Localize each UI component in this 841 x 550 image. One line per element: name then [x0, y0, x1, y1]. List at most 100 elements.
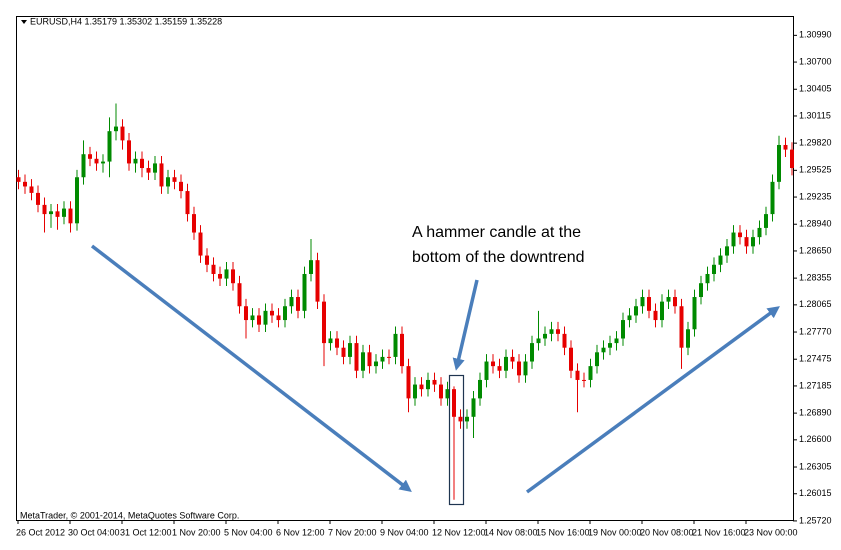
candle-body	[621, 320, 625, 339]
candle-body	[107, 131, 112, 162]
candle-body	[725, 246, 729, 256]
candle-body	[335, 338, 339, 348]
candle-body	[478, 379, 482, 399]
candle-body	[23, 181, 27, 187]
candle-body	[400, 333, 404, 367]
candle-body	[270, 310, 274, 316]
y-tick-label: 1.28940	[799, 219, 832, 229]
candle-body	[29, 186, 34, 193]
candle-body	[562, 333, 567, 348]
candle-body	[361, 352, 365, 371]
y-tick-label: 1.27770	[799, 326, 832, 336]
candle-body	[783, 144, 788, 150]
y-tick-label: 1.28650	[799, 245, 832, 255]
candle-body	[445, 389, 450, 399]
candle-body	[88, 154, 92, 159]
candle-body	[523, 361, 528, 376]
candle-body	[393, 333, 398, 357]
candle-body	[68, 208, 73, 224]
candle-body	[36, 192, 40, 205]
candle-body	[296, 297, 300, 311]
candle-body	[510, 356, 515, 362]
candle-body	[244, 306, 248, 321]
candle-body	[179, 181, 183, 192]
x-tick-label: 14 Nov 08:00	[484, 527, 538, 537]
y-tick-label: 1.29235	[799, 191, 832, 201]
candle-body	[16, 177, 21, 182]
candle-body	[634, 306, 638, 316]
candle-body	[731, 232, 736, 247]
candle-body	[315, 260, 320, 302]
candle-body	[49, 211, 53, 215]
candle-body	[120, 126, 125, 141]
candle-body	[159, 163, 164, 187]
candle-body	[556, 329, 560, 334]
candle-body	[790, 149, 794, 169]
candle-body	[426, 379, 430, 390]
annotation: A hammer candle at the	[412, 224, 581, 241]
candle-body	[718, 255, 723, 265]
candle-body	[75, 177, 79, 224]
candle-body	[738, 232, 742, 238]
trend-arrow	[90, 244, 412, 492]
candle-body	[101, 161, 105, 164]
x-tick-label: 20 Nov 08:00	[640, 527, 694, 537]
candle-body	[302, 273, 307, 311]
y-tick-label: 1.26600	[799, 434, 832, 444]
x-tick-label: 21 Nov 16:00	[692, 527, 746, 537]
candle-body	[744, 237, 749, 247]
candle-body	[348, 343, 352, 357]
x-tick-label: 30 Oct 04:00	[68, 527, 120, 537]
x-tick-label: 12 Nov 12:00	[432, 527, 486, 537]
y-tick-label: 1.30990	[799, 30, 832, 40]
candle-body	[653, 310, 658, 321]
candle-body	[419, 384, 424, 390]
candle-body	[211, 264, 216, 274]
candles	[16, 103, 794, 500]
candle-body	[627, 315, 632, 321]
y-tick-label: 1.25720	[799, 515, 832, 525]
candle-body	[497, 366, 502, 371]
candle-body	[257, 315, 261, 325]
candle-body	[439, 384, 443, 399]
candle-body	[543, 333, 547, 339]
y-tick-label: 1.26890	[799, 407, 832, 417]
candle-body	[458, 416, 463, 422]
candle-body	[283, 306, 287, 321]
y-tick-label: 1.30405	[799, 84, 832, 94]
trend-arrow	[525, 306, 780, 494]
candle-body	[614, 338, 619, 344]
menu-arrow	[21, 20, 27, 24]
candle-body	[601, 347, 606, 353]
candle-body	[146, 168, 151, 173]
candle-body	[484, 361, 489, 380]
candle-body	[374, 361, 378, 367]
candle-body	[55, 211, 60, 217]
candle-body	[679, 306, 684, 348]
candle-body	[517, 361, 521, 376]
candle-body	[452, 389, 456, 417]
candle-body	[42, 204, 47, 215]
candle-body	[432, 379, 437, 385]
candle-body	[536, 338, 541, 344]
candle-body	[608, 343, 612, 348]
candle-body	[491, 361, 495, 367]
plot-frame	[16, 16, 794, 521]
chart-header: EURUSD,H4 1.35179 1.35302 1.35159 1.3522…	[30, 16, 222, 26]
candle-body	[582, 379, 586, 381]
candle-body	[114, 126, 118, 132]
candle-body	[705, 273, 710, 284]
candle-body	[62, 208, 66, 217]
y-tick-label: 1.28065	[799, 299, 832, 309]
candle-body	[231, 269, 235, 284]
candle-body	[692, 297, 697, 330]
x-tick-label: 23 Nov 00:00	[744, 527, 798, 537]
candle-body	[250, 315, 255, 321]
candle-body	[471, 398, 476, 417]
y-tick-label: 1.27185	[799, 380, 832, 390]
candle-body	[764, 214, 768, 228]
x-tick-label: 6 Nov 12:00	[276, 527, 325, 537]
candle-body	[777, 144, 781, 182]
candle-body	[530, 343, 534, 362]
